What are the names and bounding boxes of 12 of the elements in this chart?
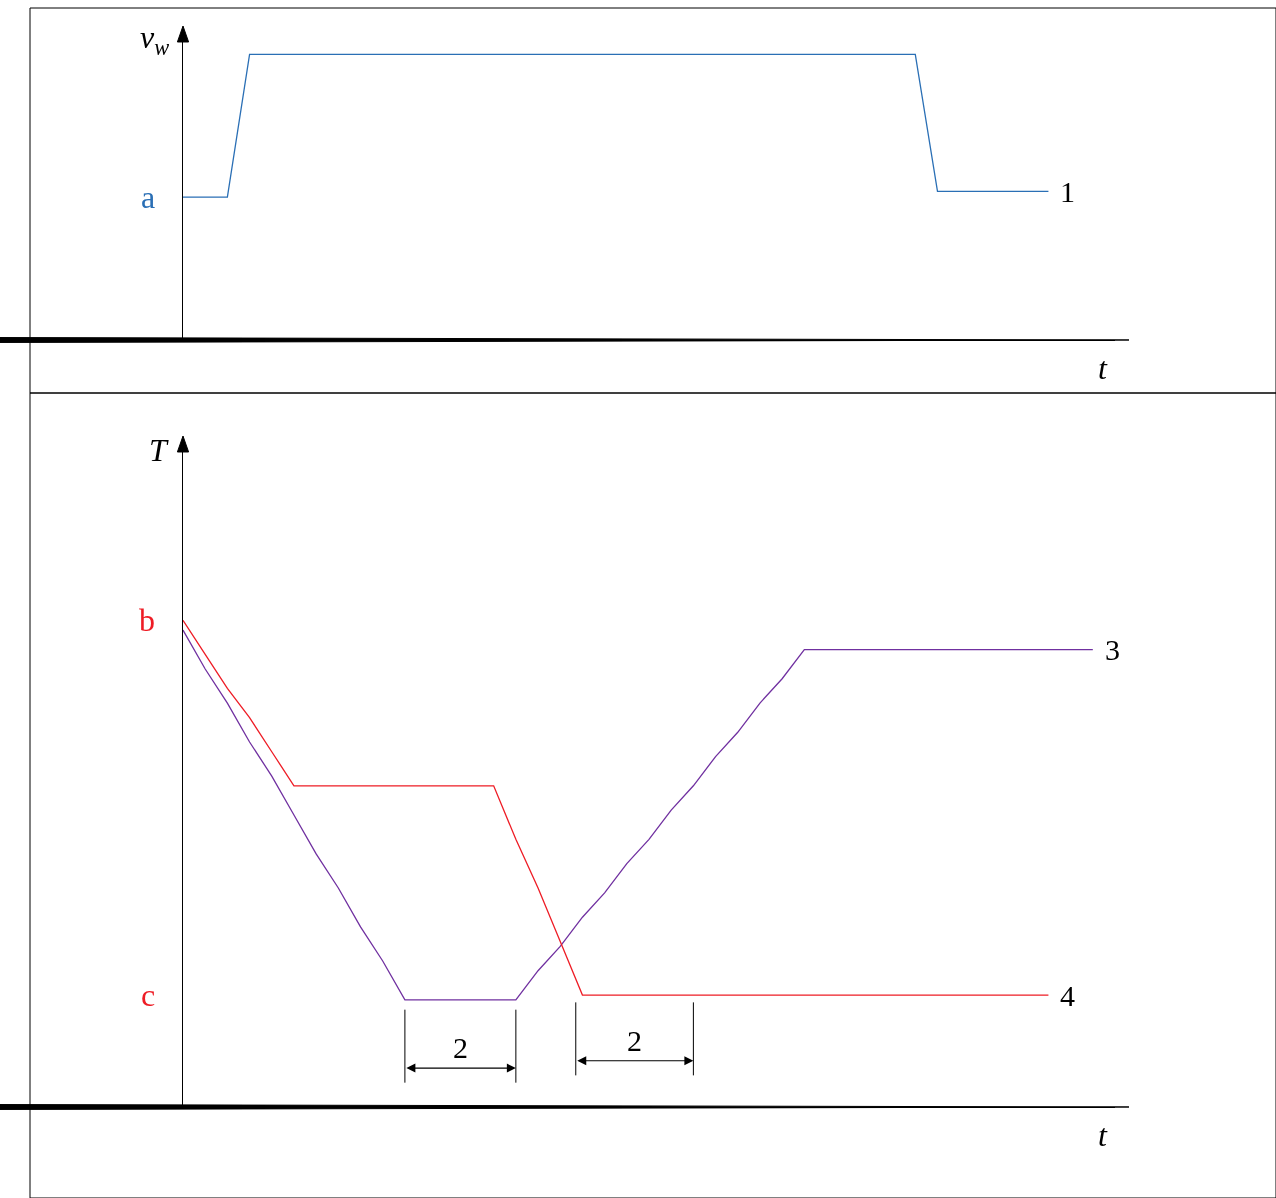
x-axis-title: t [1098,1117,1108,1153]
x-axis-title: t [1098,350,1108,386]
text: a [141,179,156,215]
text: c [141,977,156,1013]
y-axis-title: T [149,432,169,468]
series-label: 4 [1060,979,1075,1012]
series-label: 1 [1060,175,1075,208]
text: b [139,602,155,638]
y-axis-title: v$_{w}$ [140,19,170,60]
annotation: 2 [627,1024,642,1057]
series-label: 3 [1105,633,1120,666]
annotation: 2 [453,1031,468,1064]
